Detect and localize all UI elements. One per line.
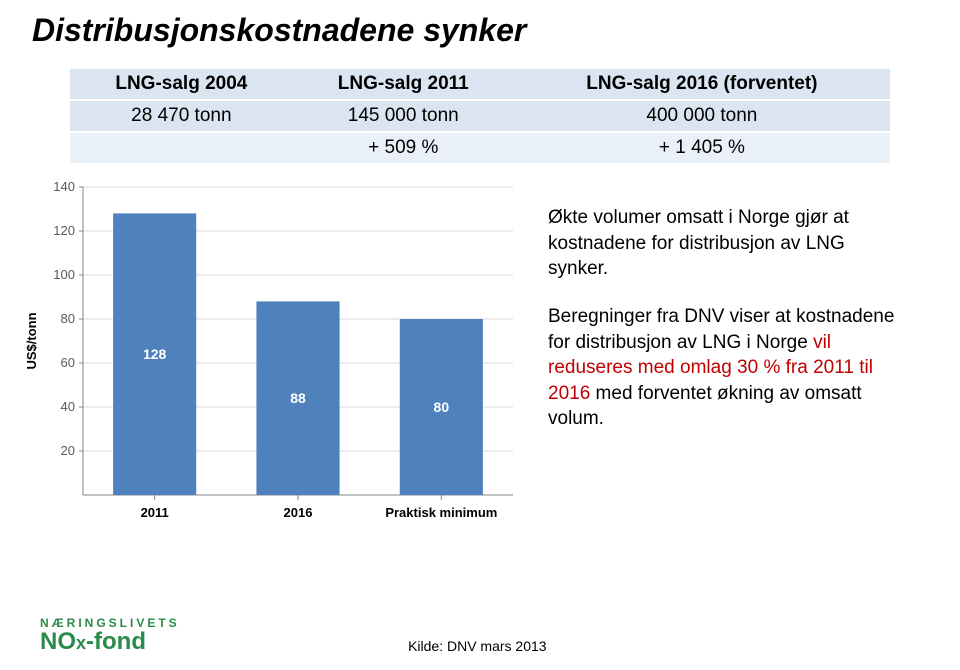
source-citation: Kilde: DNV mars 2013 <box>180 638 775 654</box>
svg-text:60: 60 <box>61 355 75 370</box>
table-cell: 400 000 tonn <box>514 100 890 132</box>
svg-text:80: 80 <box>434 399 450 415</box>
svg-text:120: 120 <box>53 223 75 238</box>
logo-text: NO <box>40 628 76 655</box>
table-header: LNG-salg 2004 <box>70 69 293 100</box>
svg-text:2011: 2011 <box>141 505 169 520</box>
data-table: LNG-salg 2004 LNG-salg 2011 LNG-salg 201… <box>70 69 890 163</box>
paragraph: Økte volumer omsatt i Norge gjør at kost… <box>548 205 902 282</box>
page-title: Distribusjonskostnadene synker <box>0 0 960 49</box>
svg-text:40: 40 <box>61 399 75 414</box>
paragraph: Beregninger fra DNV viser at kostnadene … <box>548 304 902 432</box>
logo-text: -fond <box>86 628 146 655</box>
svg-text:88: 88 <box>290 390 306 406</box>
table-cell: 28 470 tonn <box>70 100 293 132</box>
table-cell: + 509 % <box>293 132 514 163</box>
chart-svg: 20 40 60 80 100 120 140 US$/tonn 128 2011 88 2016 80… <box>18 175 528 535</box>
logo: NÆRINGSLIVETS NOx-fond <box>40 616 180 654</box>
svg-text:140: 140 <box>53 179 75 194</box>
svg-text:2016: 2016 <box>284 505 313 520</box>
logo-text: x <box>76 633 86 653</box>
table-cell <box>70 132 293 163</box>
text: Beregninger fra DNV viser at kostnadene … <box>548 306 894 353</box>
bar-chart: 20 40 60 80 100 120 140 US$/tonn 128 2011 88 2016 80… <box>18 175 528 535</box>
svg-text:20: 20 <box>61 443 75 458</box>
side-text: Økte volumer omsatt i Norge gjør at kost… <box>528 175 942 535</box>
text: med forventet økning av omsatt volum. <box>548 383 862 430</box>
svg-text:128: 128 <box>143 346 167 362</box>
logo-line2: NOx-fond <box>40 630 180 654</box>
svg-text:US$/tonn: US$/tonn <box>24 312 39 369</box>
table-header: LNG-salg 2011 <box>293 69 514 100</box>
svg-text:100: 100 <box>53 267 75 282</box>
table-cell: + 1 405 % <box>514 132 890 163</box>
svg-text:Praktisk minimum: Praktisk minimum <box>385 505 497 520</box>
table-row: 28 470 tonn 145 000 tonn 400 000 tonn <box>70 100 890 132</box>
table-row: + 509 % + 1 405 % <box>70 132 890 163</box>
table-header-row: LNG-salg 2004 LNG-salg 2011 LNG-salg 201… <box>70 69 890 100</box>
svg-text:80: 80 <box>61 311 75 326</box>
table-header: LNG-salg 2016 (forventet) <box>514 69 890 100</box>
table-cell: 145 000 tonn <box>293 100 514 132</box>
